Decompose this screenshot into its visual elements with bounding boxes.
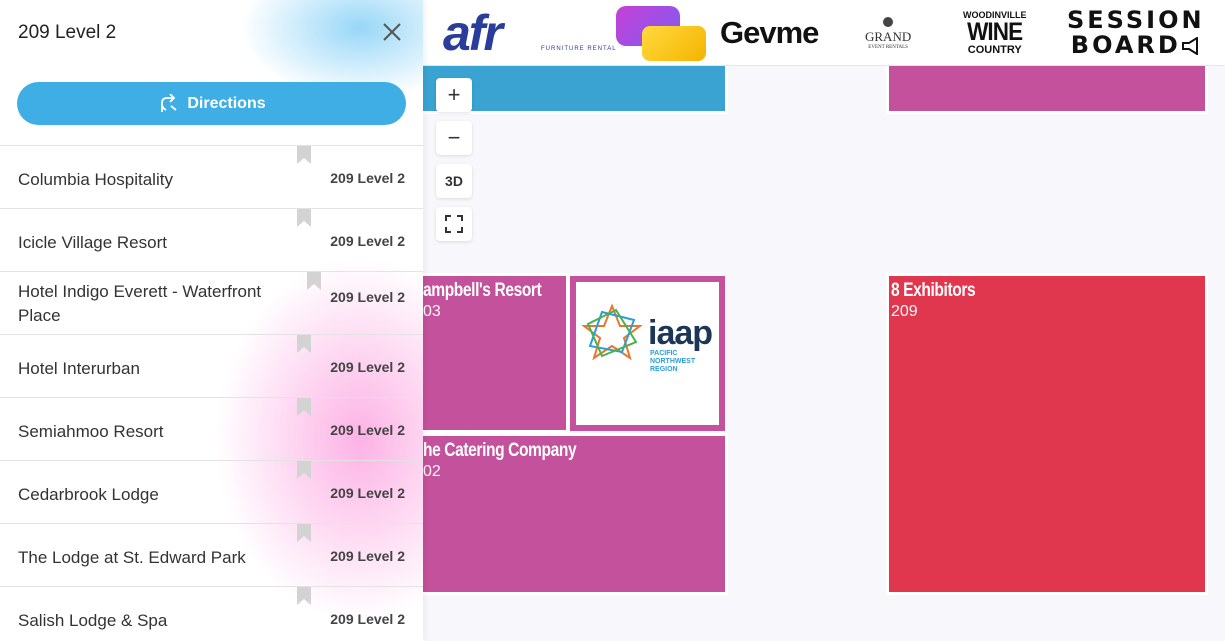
bookmark-icon[interactable]	[297, 587, 311, 605]
bookmark-icon[interactable]	[297, 146, 311, 164]
list-item[interactable]: Hotel Interurban 209 Level 2	[0, 334, 423, 397]
booth-name: 8 Exhibitors	[891, 280, 976, 301]
item-name: Hotel Indigo Everett - Waterfront Place	[18, 282, 262, 325]
item-location: 209 Level 2	[330, 170, 405, 186]
fullscreen-icon	[445, 215, 463, 233]
item-name: Cedarbrook Lodge	[18, 485, 159, 504]
iaap-logo: iaap PACIFIC NORTHWEST REGION	[576, 282, 719, 425]
booth-name: ampbell's Resort	[423, 280, 542, 301]
item-name: The Lodge at St. Edward Park	[18, 548, 246, 567]
item-location: 209 Level 2	[330, 548, 405, 564]
panel-header: 209 Level 2	[0, 0, 423, 66]
afr-logo[interactable]: afr	[443, 0, 503, 66]
item-name: Columbia Hospitality	[18, 170, 173, 189]
afr-text: afr	[443, 5, 503, 61]
booth-catering-company[interactable]: he Catering Company 02	[418, 433, 728, 595]
exhibitor-panel: 209 Level 2 Directions Columbia Hospital…	[0, 0, 423, 641]
list-item[interactable]: Icicle Village Resort 209 Level 2	[0, 208, 423, 271]
item-name: Semiahmoo Resort	[18, 422, 164, 441]
item-name: Salish Lodge & Spa	[18, 611, 168, 630]
item-location: 209 Level 2	[330, 422, 405, 438]
zoom-out-button[interactable]: −	[436, 121, 472, 155]
gevme-mark-icon	[616, 6, 706, 61]
item-location: 209 Level 2	[330, 233, 405, 249]
booth-iaap[interactable]: iaap PACIFIC NORTHWEST REGION	[570, 276, 725, 431]
booth-exhibitors[interactable]: 8 Exhibitors 209	[886, 273, 1208, 595]
gevme-logo[interactable]: Gevme	[720, 0, 819, 66]
list-item[interactable]: Semiahmoo Resort 209 Level 2	[0, 397, 423, 460]
iaap-text: iaap	[648, 314, 713, 352]
grand-mark-icon	[883, 16, 894, 27]
grand-logo[interactable]: GRAND EVENT RENTALS	[865, 0, 911, 66]
wine-line2: WINE	[967, 17, 1023, 46]
bookmark-icon[interactable]	[297, 461, 311, 479]
directions-icon	[161, 93, 177, 112]
item-location: 209 Level 2	[330, 485, 405, 501]
item-location: 209 Level 2	[330, 289, 405, 305]
megaphone-icon	[1181, 36, 1198, 56]
close-icon	[383, 23, 401, 41]
session-line1: SESSION	[1067, 5, 1205, 34]
item-location: 209 Level 2	[330, 359, 405, 375]
list-item[interactable]: Cedarbrook Lodge 209 Level 2	[0, 460, 423, 523]
booth-number: 02	[423, 463, 441, 480]
list-item[interactable]: Hotel Indigo Everett - Waterfront Place …	[0, 271, 423, 334]
exhibitor-list: Columbia Hospitality 209 Level 2 Icicle …	[0, 145, 423, 641]
list-item[interactable]: Salish Lodge & Spa 209 Level 2	[0, 586, 423, 641]
directions-label: Directions	[187, 94, 266, 112]
iaap-subtitle: PACIFIC NORTHWEST REGION	[650, 350, 696, 373]
bookmark-icon[interactable]	[297, 209, 311, 227]
zoom-in-button[interactable]: +	[436, 78, 472, 112]
item-location: 209 Level 2	[330, 611, 405, 627]
directions-button[interactable]: Directions	[17, 82, 406, 125]
panel-title: 209 Level 2	[18, 22, 117, 43]
fullscreen-button[interactable]	[436, 207, 472, 241]
bookmark-icon[interactable]	[297, 335, 311, 353]
wine-line3: COUNTRY	[967, 43, 1022, 56]
session-line2: BOARD	[1071, 32, 1201, 58]
close-button[interactable]	[380, 20, 404, 44]
gevme-text: Gevme	[720, 15, 819, 50]
list-item[interactable]: The Lodge at St. Edward Park 209 Level 2	[0, 523, 423, 586]
woodinville-wine-logo[interactable]: WOODINVILLE WINE COUNTRY	[963, 0, 1027, 66]
wine-line1: WOODINVILLE	[963, 9, 1027, 20]
item-name: Icicle Village Resort	[18, 233, 167, 252]
session-board-logo[interactable]: SESSION BOARD	[1067, 0, 1205, 66]
item-name: Hotel Interurban	[18, 359, 140, 378]
afr-subtitle: FURNITURE RENTAL	[541, 46, 617, 52]
booth-number: 209	[891, 303, 918, 320]
view-3d-button[interactable]: 3D	[436, 164, 472, 198]
booth-campbells-resort[interactable]: ampbell's Resort 03	[418, 273, 569, 433]
bookmark-icon[interactable]	[297, 398, 311, 416]
list-item[interactable]: Columbia Hospitality 209 Level 2	[0, 145, 423, 208]
grand-text: GRAND	[865, 28, 912, 44]
bookmark-icon[interactable]	[297, 524, 311, 542]
booth-name: he Catering Company	[423, 440, 577, 461]
sponsor-banner: afr FURNITURE RENTAL Gevme GRAND EVENT R…	[423, 0, 1225, 66]
bookmark-icon[interactable]	[307, 272, 321, 290]
booth-number: 03	[423, 303, 441, 320]
grand-subtitle: EVENT RENTALS	[868, 44, 908, 50]
iaap-star-icon	[582, 303, 642, 361]
